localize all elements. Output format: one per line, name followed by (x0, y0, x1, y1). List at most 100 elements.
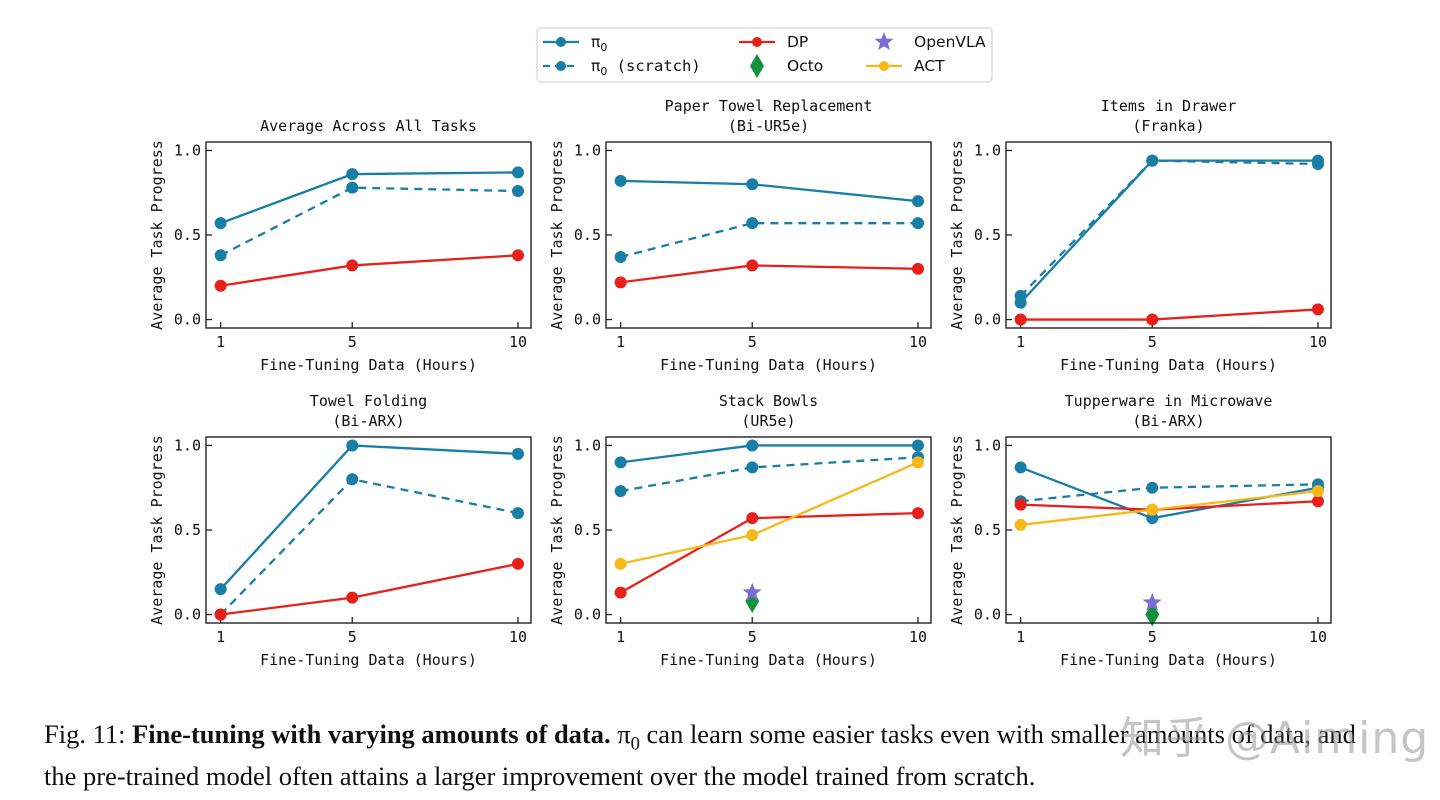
data-point-act-1 (1014, 518, 1027, 531)
data-point-act-1 (614, 557, 627, 570)
data-point-pi0_scratch-1 (1014, 289, 1027, 302)
x-tick-label: 10 (909, 333, 927, 351)
subplot-title: Items in Drawer (1101, 97, 1236, 115)
y-tick-label: 0.0 (174, 311, 201, 329)
data-point-pi0_scratch-5 (1146, 154, 1159, 167)
data-point-dp-5 (746, 259, 759, 272)
caption-pi-sub: 0 (630, 733, 640, 755)
series-line-dp (220, 562, 519, 616)
x-tick-label: 1 (1016, 333, 1025, 351)
x-tick-label: 5 (348, 628, 357, 646)
data-point-pi0_scratch-5 (746, 461, 759, 474)
x-tick-label: 5 (1148, 333, 1157, 351)
x-axis-label: Fine-Tuning Data (Hours) (260, 651, 477, 669)
legend-label-dp: DP (787, 33, 808, 51)
data-point-dp-10 (512, 249, 524, 262)
plot-frame (605, 141, 932, 329)
data-point-dp-5 (346, 259, 359, 272)
series-pi0_scratch (614, 217, 924, 263)
series-pi0 (1014, 461, 1324, 525)
plot-frame (205, 141, 532, 329)
y-tick-label: 0.0 (574, 311, 601, 329)
data-point-pi0-1 (214, 217, 227, 230)
legend-item-dp: DP (739, 33, 808, 51)
data-point-dp-5 (746, 512, 759, 525)
data-point-pi0_scratch-5 (1146, 481, 1159, 494)
y-axis-label: Average Task Progress (948, 140, 966, 330)
data-point-pi0-10 (912, 439, 924, 452)
data-point-pi0-5 (346, 439, 359, 452)
series-act (1014, 485, 1324, 531)
data-point-pi0_scratch-1 (614, 250, 627, 263)
legend-item-act: ACT (866, 57, 945, 75)
x-tick-label: 10 (909, 628, 927, 646)
y-tick-label: 0.0 (174, 606, 201, 624)
series-line-pi0 (1019, 159, 1318, 304)
legend-item-octo: Octo (750, 54, 823, 78)
x-axis-label: Fine-Tuning Data (Hours) (660, 651, 877, 669)
series-line-act (620, 461, 919, 565)
figure-caption: Fig. 11: Fine-tuning with varying amount… (44, 718, 1440, 793)
series-line-pi0 (620, 179, 919, 203)
series-dp (614, 259, 924, 289)
caption-line1-text: can learn some easier tasks even with sm… (639, 719, 1356, 749)
data-point-dp-10 (912, 262, 924, 275)
data-point-act-10 (1312, 485, 1324, 498)
data-point-pi0-5 (346, 168, 359, 181)
data-point-pi0-1 (614, 456, 627, 469)
x-tick-label: 5 (748, 333, 757, 351)
subplot-title: Tupperware in Microwave (1065, 392, 1273, 410)
data-point-pi0_scratch-1 (614, 485, 627, 498)
y-tick-label: 1.0 (974, 141, 1001, 159)
caption-pi: π (617, 719, 631, 749)
y-tick-label: 1.0 (974, 436, 1001, 454)
series-dp (214, 249, 524, 292)
x-tick-label: 10 (509, 333, 527, 351)
series-line-pi0 (220, 171, 519, 225)
data-point-pi0_scratch-5 (346, 181, 359, 194)
data-point-pi0_scratch-10 (912, 217, 924, 230)
y-tick-label: 0.5 (974, 521, 1001, 539)
legend-marker-openvla (874, 32, 894, 51)
data-point-dp-1 (1014, 498, 1027, 511)
data-point-pi0-10 (512, 447, 524, 460)
data-point-pi0_scratch-10 (512, 185, 524, 198)
x-tick-label: 5 (348, 333, 357, 351)
data-point-pi0-10 (912, 195, 924, 208)
y-tick-label: 0.5 (574, 226, 601, 244)
x-tick-label: 5 (748, 628, 757, 646)
x-axis-label: Fine-Tuning Data (Hours) (1060, 356, 1277, 374)
legend-item-openvla: OpenVLA (874, 32, 986, 51)
plot-frame (1005, 141, 1332, 329)
data-point-pi0_scratch-5 (746, 217, 759, 230)
data-point-dp-1 (614, 586, 627, 599)
data-point-act-5 (1146, 503, 1159, 516)
y-axis-label: Average Task Progress (148, 140, 166, 330)
x-tick-label: 1 (216, 333, 225, 351)
series-pi0 (614, 174, 924, 208)
subplot-title: Average Across All Tasks (260, 117, 477, 135)
series-line-dp (1020, 308, 1319, 321)
data-point-pi0_scratch-1 (214, 249, 227, 262)
x-tick-label: 5 (1148, 628, 1157, 646)
plot-frame (1005, 436, 1332, 624)
series-dp (1014, 303, 1324, 326)
y-tick-label: 0.5 (174, 521, 201, 539)
data-point-dp-5 (346, 591, 359, 604)
data-point-dp-10 (1312, 303, 1324, 316)
legend-marker-octo (750, 54, 764, 78)
y-tick-label: 0.0 (574, 606, 601, 624)
subplot-title: Stack Bowls (719, 392, 818, 410)
subplot-5: Stack Bowls (UR5e) 0.0 0.5 1.0 1 5 10 Fine-Tunin… (548, 392, 932, 669)
legend-marker-pi0_scratch (556, 61, 566, 71)
caption-label: Fig. 11: (44, 719, 126, 749)
data-point-pi0-5 (746, 439, 759, 452)
series-pi0_scratch (214, 181, 524, 262)
data-point-dp-1 (614, 276, 627, 289)
data-point-dp-10 (1312, 495, 1324, 508)
series-dp (1014, 495, 1324, 516)
data-point-pi0_scratch-5 (346, 473, 359, 486)
y-tick-label: 1.0 (574, 436, 601, 454)
x-tick-label: 10 (509, 628, 527, 646)
series-pi0 (614, 439, 924, 469)
